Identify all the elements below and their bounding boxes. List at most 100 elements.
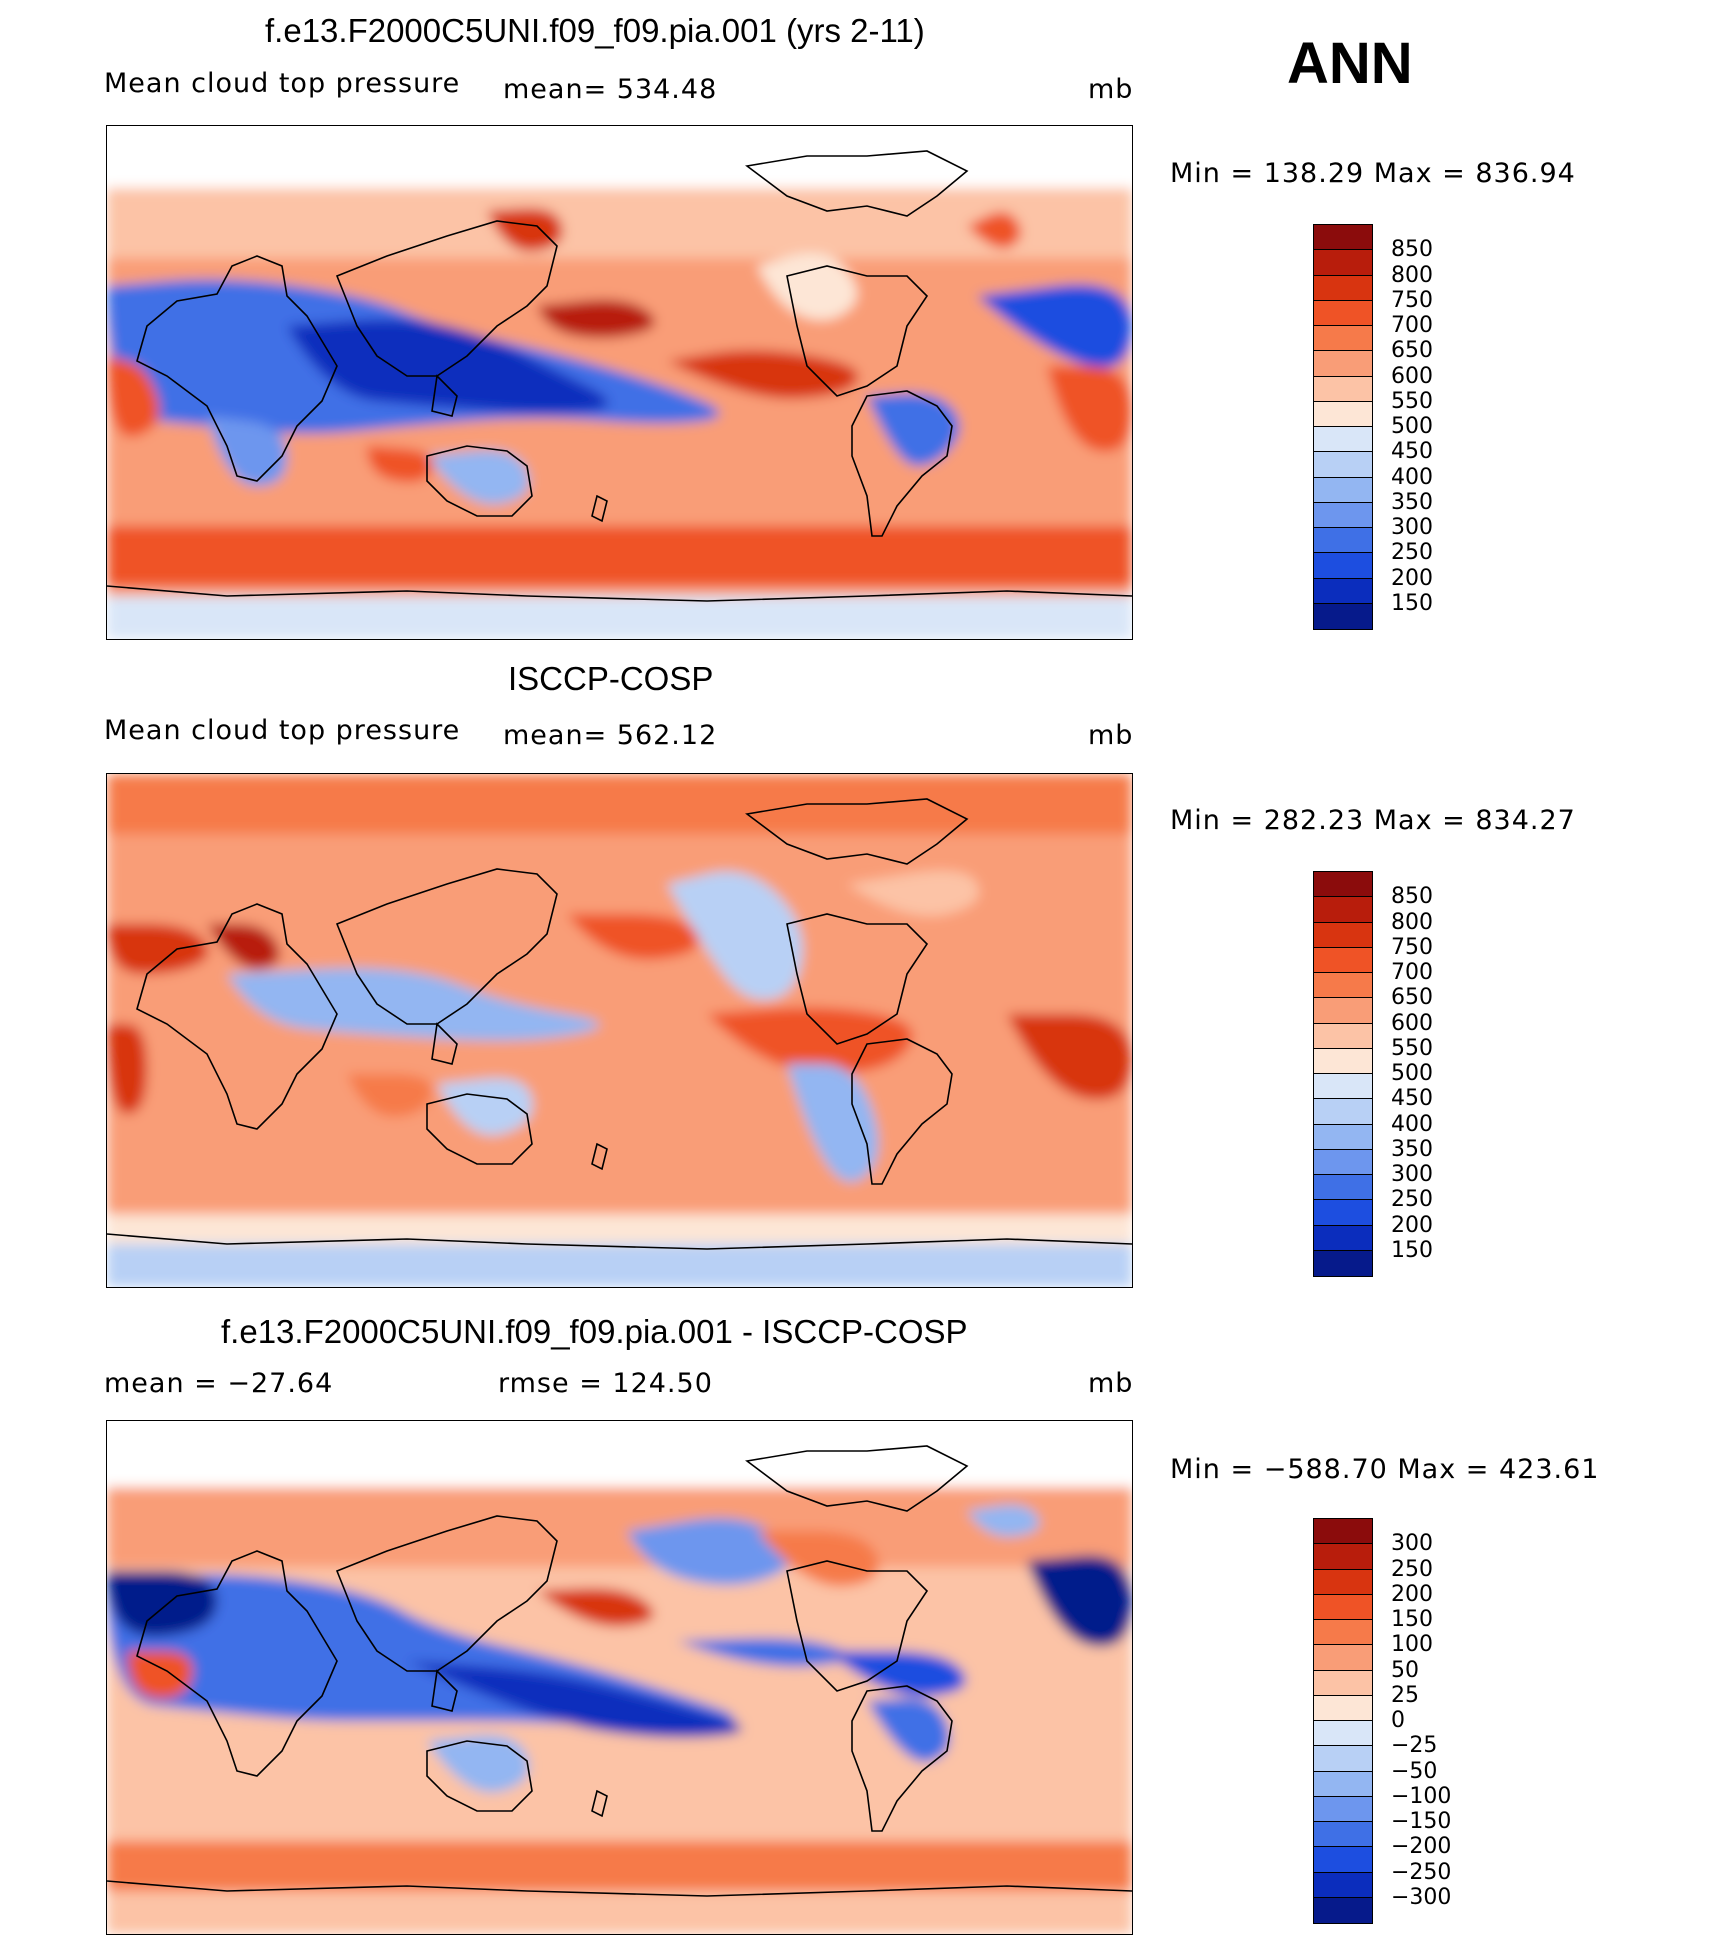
colorbar-tick-label: 250 — [1391, 540, 1433, 566]
colorbar-tick-label: 800 — [1391, 909, 1433, 935]
colorbar-swatch — [1314, 872, 1372, 898]
colorbar-swatch — [1314, 1124, 1372, 1150]
colorbar-tick-label: 850 — [1391, 237, 1433, 263]
colorbar-tick-label: 200 — [1391, 565, 1433, 591]
colorbar-tick-label: 350 — [1391, 1136, 1433, 1162]
colorbar-tick-label: −300 — [1391, 1884, 1452, 1910]
colorbar-tick-label: 150 — [1391, 590, 1433, 616]
colorbar-swatch — [1314, 1149, 1372, 1175]
colorbar-tick-label: 550 — [1391, 388, 1433, 414]
panel1-title: f.e13.F2000C5UNI.f09_f09.pia.001 (yrs 2-… — [265, 12, 925, 49]
colorbar-swatch — [1314, 1721, 1372, 1747]
colorbar-tick-label: 800 — [1391, 262, 1433, 288]
colorbar-tick-label: 450 — [1391, 439, 1433, 465]
colorbar-tick-label: 250 — [1391, 1187, 1433, 1213]
colorbar-tick-label: 25 — [1391, 1682, 1419, 1708]
panel1-colorbar — [1313, 224, 1373, 630]
colorbar-tick-label: 650 — [1391, 338, 1433, 364]
colorbar-tick-label: 200 — [1391, 1581, 1433, 1607]
colorbar-swatch — [1314, 897, 1372, 923]
season-label: ANN — [1287, 31, 1413, 96]
colorbar-tick-label: 500 — [1391, 414, 1433, 439]
colorbar-tick-label: 600 — [1391, 1010, 1433, 1036]
colorbar-tick-label: 400 — [1391, 1111, 1433, 1137]
colorbar-tick-label: 150 — [1391, 1237, 1433, 1263]
colorbar-swatch — [1314, 1670, 1372, 1696]
colorbar-swatch — [1314, 1695, 1372, 1721]
colorbar-tick-label: 300 — [1391, 1162, 1433, 1187]
panel3-units-label: mb — [1088, 1368, 1134, 1399]
colorbar-swatch — [1314, 998, 1372, 1024]
colorbar-swatch — [1314, 1023, 1372, 1049]
colorbar-swatch — [1314, 1847, 1372, 1873]
panel2-map — [106, 773, 1133, 1288]
colorbar-swatch — [1314, 1544, 1372, 1570]
colorbar-swatch — [1314, 553, 1372, 579]
panel2-title: ISCCP-COSP — [508, 660, 714, 697]
panel3-min-max: Min = −588.70 Max = 423.61 — [1170, 1454, 1600, 1485]
colorbar-swatch — [1314, 477, 1372, 503]
colorbar-swatch — [1314, 502, 1372, 528]
colorbar-tick-label: −25 — [1391, 1733, 1438, 1759]
colorbar-tick-label: 750 — [1391, 287, 1433, 313]
colorbar-swatch — [1314, 300, 1372, 326]
colorbar-swatch — [1314, 1796, 1372, 1822]
panel2-min-max: Min = 282.23 Max = 834.27 — [1170, 805, 1576, 836]
panel3-colorbar — [1313, 1518, 1373, 1924]
panel2-variable-label: Mean cloud top pressure — [104, 715, 461, 746]
colorbar-swatch — [1314, 1872, 1372, 1898]
colorbar-swatch — [1314, 1048, 1372, 1074]
colorbar-tick-label: 50 — [1391, 1657, 1419, 1683]
colorbar-swatch — [1314, 1074, 1372, 1100]
colorbar-tick-label: 200 — [1391, 1212, 1433, 1238]
colorbar-tick-label: −150 — [1391, 1809, 1452, 1834]
colorbar-tick-label: 650 — [1391, 985, 1433, 1011]
colorbar-swatch — [1314, 1822, 1372, 1848]
colorbar-tick-label: −200 — [1391, 1834, 1452, 1860]
colorbar-swatch — [1314, 1225, 1372, 1251]
colorbar-tick-label: 750 — [1391, 934, 1433, 960]
panel1-mean-label: mean= 534.48 — [503, 74, 718, 105]
panel2-mean-label: mean= 562.12 — [503, 720, 718, 751]
panel2-colorbar — [1313, 871, 1373, 1277]
colorbar-tick-label: 400 — [1391, 464, 1433, 490]
colorbar-tick-label: 600 — [1391, 363, 1433, 389]
colorbar-swatch — [1314, 1771, 1372, 1797]
colorbar-swatch — [1314, 1250, 1372, 1276]
colorbar-swatch — [1314, 1594, 1372, 1620]
colorbar-tick-label: −250 — [1391, 1859, 1452, 1885]
panel1-min-max: Min = 138.29 Max = 836.94 — [1170, 158, 1576, 189]
colorbar-swatch — [1314, 603, 1372, 629]
colorbar-swatch — [1314, 452, 1372, 478]
colorbar-tick-label: 350 — [1391, 489, 1433, 515]
colorbar-swatch — [1314, 275, 1372, 301]
colorbar-swatch — [1314, 326, 1372, 352]
colorbar-tick-label: 250 — [1391, 1556, 1433, 1582]
colorbar-tick-label: 100 — [1391, 1632, 1433, 1658]
colorbar-tick-label: 850 — [1391, 884, 1433, 910]
colorbar-swatch — [1314, 1897, 1372, 1923]
colorbar-swatch — [1314, 922, 1372, 948]
colorbar-swatch — [1314, 578, 1372, 604]
panel2-units-label: mb — [1088, 720, 1134, 751]
colorbar-swatch — [1314, 1569, 1372, 1595]
colorbar-tick-label: 150 — [1391, 1607, 1433, 1632]
panel3-mean-label: mean = −27.64 — [104, 1368, 334, 1399]
panel1-units-label: mb — [1088, 74, 1134, 105]
panel3-map — [106, 1420, 1133, 1935]
colorbar-tick-label: 700 — [1391, 960, 1433, 985]
colorbar-swatch — [1314, 1746, 1372, 1772]
colorbar-tick-label: 500 — [1391, 1061, 1433, 1086]
panel3-title: f.e13.F2000C5UNI.f09_f09.pia.001 - ISCCP… — [221, 1313, 968, 1350]
colorbar-swatch — [1314, 1200, 1372, 1226]
colorbar-tick-label: −50 — [1391, 1758, 1438, 1784]
colorbar-swatch — [1314, 351, 1372, 377]
colorbar-swatch — [1314, 225, 1372, 251]
colorbar-swatch — [1314, 1645, 1372, 1671]
colorbar-tick-label: 300 — [1391, 1531, 1433, 1557]
colorbar-swatch — [1314, 1099, 1372, 1125]
colorbar-tick-label: 550 — [1391, 1035, 1433, 1061]
colorbar-swatch — [1314, 528, 1372, 554]
colorbar-swatch — [1314, 1519, 1372, 1545]
colorbar-tick-label: 450 — [1391, 1086, 1433, 1112]
